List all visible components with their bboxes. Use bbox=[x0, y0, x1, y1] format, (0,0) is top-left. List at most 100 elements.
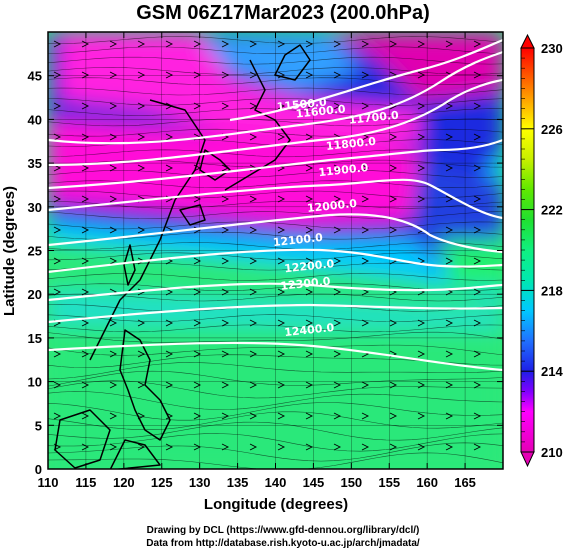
wind-arrow bbox=[361, 71, 370, 79]
wind-arrow bbox=[333, 102, 342, 110]
x-tick-label: 110 bbox=[38, 475, 59, 490]
wind-arrow bbox=[445, 226, 454, 234]
wind-arrow bbox=[277, 350, 286, 358]
wind-arrow bbox=[53, 412, 62, 420]
contour-line-4 bbox=[48, 178, 503, 220]
streamline-38 bbox=[48, 421, 503, 441]
colorbar-min-arrow bbox=[520, 451, 535, 468]
wind-arrow bbox=[473, 226, 482, 234]
wind-arrow bbox=[249, 350, 258, 358]
wind-arrow bbox=[221, 381, 230, 389]
wind-arrow bbox=[389, 102, 398, 110]
wind-arrow bbox=[277, 71, 286, 79]
wind-arrow bbox=[333, 71, 342, 79]
contour-label: 12200.0 bbox=[284, 257, 336, 275]
wind-arrow bbox=[305, 133, 314, 141]
wind-arrow bbox=[165, 319, 174, 327]
wind-arrow bbox=[277, 257, 286, 265]
wind-arrow bbox=[249, 319, 258, 327]
streamline-2 bbox=[48, 56, 503, 65]
contour-label: 11800.0 bbox=[325, 135, 377, 153]
y-axis-title: Latitude (degrees) bbox=[1, 186, 18, 316]
wind-arrow bbox=[417, 195, 426, 203]
wind-arrow bbox=[81, 40, 90, 48]
wind-arrow bbox=[305, 257, 314, 265]
contour-label: 12400.0 bbox=[284, 321, 336, 339]
wind-arrow bbox=[193, 412, 202, 420]
wind-arrow bbox=[165, 443, 174, 451]
streamline-30 bbox=[48, 344, 503, 356]
wind-arrow bbox=[473, 133, 482, 141]
x-tick-label: 165 bbox=[454, 475, 476, 490]
wind-arrow bbox=[445, 319, 454, 327]
wind-arrow bbox=[109, 40, 118, 48]
wind-arrow bbox=[109, 257, 118, 265]
streamline-37 bbox=[48, 411, 503, 430]
wind-arrow bbox=[53, 350, 62, 358]
wind-arrow bbox=[137, 319, 146, 327]
wind-arrow bbox=[109, 195, 118, 203]
streamline-34 bbox=[48, 380, 503, 399]
streamline-28 bbox=[48, 324, 503, 333]
streamline-33 bbox=[48, 370, 503, 387]
wind-arrow bbox=[305, 71, 314, 79]
wind-arrow bbox=[193, 164, 202, 172]
wind-arrow bbox=[445, 381, 454, 389]
wind-arrow bbox=[417, 71, 426, 79]
wind-arrow bbox=[249, 102, 258, 110]
wind-arrow bbox=[417, 133, 426, 141]
wind-arrow bbox=[445, 164, 454, 172]
wind-arrow bbox=[165, 412, 174, 420]
wind-arrow bbox=[333, 40, 342, 48]
colorbar-label: 218 bbox=[541, 283, 563, 298]
contour-label: 12100.0 bbox=[272, 231, 324, 249]
wind-arrow bbox=[389, 226, 398, 234]
credit-drawing: Drawing by DCL (https://www.gfd-dennou.o… bbox=[146, 525, 420, 536]
wind-arrow bbox=[473, 288, 482, 296]
streamline-29 bbox=[48, 331, 503, 343]
contour-line-9 bbox=[48, 341, 503, 372]
wind-arrow bbox=[53, 226, 62, 234]
wind-arrow bbox=[361, 102, 370, 110]
wind-arrow bbox=[389, 443, 398, 451]
wind-arrow bbox=[277, 195, 286, 203]
wind-arrow bbox=[249, 40, 258, 48]
wind-arrow bbox=[137, 288, 146, 296]
wind-arrow bbox=[81, 195, 90, 203]
wind-arrow bbox=[81, 319, 90, 327]
wind-arrow bbox=[417, 164, 426, 172]
colorbar-ticks: 230 226 222 218 214 210 bbox=[521, 41, 563, 460]
wind-arrow bbox=[81, 288, 90, 296]
streamline-32 bbox=[48, 362, 503, 380]
wind-arrow bbox=[417, 40, 426, 48]
streamline-4 bbox=[48, 77, 503, 85]
wind-arrow bbox=[333, 195, 342, 203]
wind-arrow bbox=[333, 257, 342, 265]
wind-arrow bbox=[389, 133, 398, 141]
wind-arrow bbox=[473, 381, 482, 389]
wind-arrow bbox=[193, 443, 202, 451]
wind-arrow bbox=[333, 226, 342, 234]
colorbar-label: 230 bbox=[541, 41, 563, 56]
x-axis: 110 115 120 125 130 135 140 145 150 155 160 165 bbox=[38, 32, 476, 490]
wind-arrow bbox=[53, 195, 62, 203]
contour-line-1 bbox=[48, 50, 503, 145]
wind-arrow bbox=[221, 71, 230, 79]
wind-arrow bbox=[221, 443, 230, 451]
wind-arrow bbox=[249, 226, 258, 234]
wind-arrow bbox=[305, 381, 314, 389]
wind-arrow bbox=[137, 102, 146, 110]
wind-arrow bbox=[109, 350, 118, 358]
wind-arrow bbox=[193, 350, 202, 358]
wind-arrow bbox=[361, 195, 370, 203]
wind-arrow bbox=[361, 40, 370, 48]
wind-arrow bbox=[305, 443, 314, 451]
y-tick-label: 25 bbox=[28, 244, 42, 259]
x-axis-title: Longitude (degrees) bbox=[204, 496, 348, 513]
wind-arrow bbox=[109, 381, 118, 389]
streamline-18 bbox=[48, 221, 503, 230]
wind-arrow bbox=[305, 40, 314, 48]
wind-arrow bbox=[109, 226, 118, 234]
